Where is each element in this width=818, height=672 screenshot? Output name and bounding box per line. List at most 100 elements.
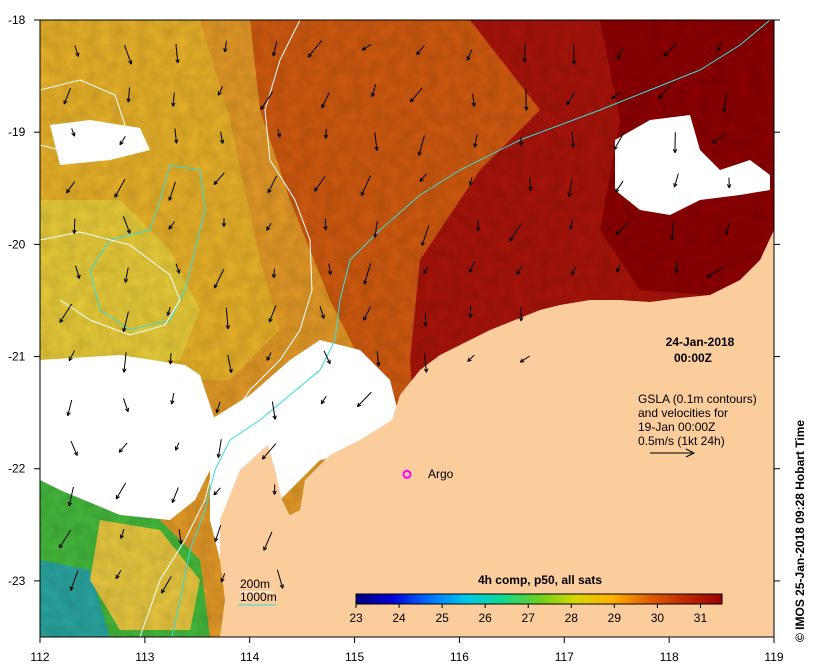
velocity-arrow-icon	[213, 172, 225, 186]
velocity-arrow-icon	[468, 305, 473, 319]
velocity-arrow-icon	[66, 399, 73, 417]
y-axis: -18 -19 -20 -21 -22 -23	[8, 13, 780, 588]
velocity-arrow-icon	[171, 92, 176, 107]
velocity-arrow-icon	[516, 264, 523, 276]
velocity-arrow-icon	[376, 351, 381, 367]
cloud-west	[40, 355, 215, 520]
velocity-arrow-icon	[570, 130, 576, 148]
velocity-arrow-icon	[122, 216, 131, 234]
gsla-note-line1: GSLA (0.1m contours)	[638, 392, 757, 406]
velocity-arrow-icon	[509, 222, 522, 242]
velocity-arrow-icon	[307, 40, 323, 58]
velocity-arrow-icon	[123, 267, 129, 283]
velocity-arrow-icon	[670, 221, 675, 241]
velocity-arrow-icon	[75, 265, 81, 279]
velocity-arrow-icon	[327, 263, 333, 276]
velocity-arrow-icon	[568, 219, 574, 230]
velocity-arrow-icon	[266, 223, 272, 231]
gsla-note-line2: and velocities for	[638, 406, 728, 420]
velocity-arrow-icon	[409, 87, 423, 103]
x-tick-label: 117	[555, 650, 574, 664]
velocity-arrow-icon	[566, 92, 575, 106]
velocity-arrow-icon	[271, 268, 277, 279]
velocity-arrow-icon	[617, 48, 623, 60]
isobath-1000m-seamount	[89, 164, 206, 331]
velocity-arrow-icon	[227, 354, 233, 374]
velocity-arrow-icon	[175, 263, 181, 274]
velocity-arrow-icon	[519, 307, 524, 322]
velocity-arrow-icon	[74, 45, 80, 57]
velocity-arrow-icon	[63, 87, 71, 105]
velocity-arrow-icon	[674, 260, 679, 274]
map-frame	[39, 19, 775, 638]
velocity-arrow-icon	[114, 178, 126, 198]
velocity-arrow-icon	[171, 487, 179, 503]
velocity-arrow-icon	[122, 311, 129, 333]
velocity-arrow-icon	[717, 42, 722, 52]
velocity-arrow-icon	[323, 128, 329, 139]
isobath-200m	[139, 20, 313, 637]
velocity-arrow-icon	[726, 177, 732, 189]
colorbar-tick-label: 28	[565, 611, 579, 625]
colorbar-tick-label: 30	[651, 611, 665, 625]
x-tick-label: 112	[30, 650, 49, 664]
y-tick-label: -22	[8, 462, 26, 476]
velocity-arrow-icon	[67, 486, 74, 507]
isobath-legend-1000m: 1000m	[240, 590, 277, 604]
credit-text: © IMOS 25-Jan-2018 09:28 Hobart Time	[793, 419, 807, 642]
y-tick-label: -19	[8, 125, 26, 139]
velocity-arrow-icon	[71, 128, 76, 137]
velocity-arrow-icon	[374, 132, 379, 151]
velocity-arrow-icon	[161, 576, 172, 594]
velocity-arrow-icon	[220, 573, 226, 583]
velocity-arrow-icon	[476, 220, 481, 232]
velocity-arrow-icon	[522, 43, 527, 63]
velocity-arrow-icon	[272, 484, 277, 495]
colorbar	[355, 593, 723, 605]
velocity-arrow-icon	[119, 136, 126, 146]
velocity-arrow-icon	[468, 177, 473, 186]
scale-arrow-icon	[650, 448, 696, 458]
velocity-arrow-icon	[711, 132, 727, 144]
velocity-arrow-icon	[215, 401, 221, 414]
velocity-arrow-icon	[123, 44, 133, 65]
velocity-arrow-icon	[423, 313, 428, 327]
velocity-arrow-icon	[168, 352, 173, 365]
velocity-arrow-icon	[266, 352, 272, 361]
x-tick-label: 119	[764, 650, 783, 664]
velocity-arrow-icon	[276, 129, 282, 138]
colorbar-tick-label: 23	[349, 611, 363, 625]
velocity-arrow-icon	[722, 92, 728, 113]
velocity-arrow-icon	[571, 266, 577, 276]
velocity-arrow-icon	[319, 306, 325, 319]
y-tick-label: -23	[8, 574, 26, 588]
velocity-arrow-icon	[323, 218, 328, 231]
x-tick-label: 113	[135, 650, 154, 664]
velocity-arrow-icon	[268, 305, 277, 323]
velocity-arrows	[58, 40, 732, 594]
velocity-arrow-icon	[119, 528, 125, 539]
velocity-arrow-icon	[663, 43, 677, 57]
velocity-arrow-icon	[271, 401, 277, 420]
velocity-arrow-icon	[221, 218, 227, 227]
argo-marker-icon	[402, 469, 412, 479]
velocity-arrow-icon	[173, 128, 179, 144]
velocity-arrow-icon	[276, 569, 284, 589]
velocity-arrow-icon	[423, 265, 429, 275]
velocity-arrow-icon	[672, 132, 678, 154]
velocity-arrow-icon	[673, 173, 679, 188]
velocity-arrow-icon	[115, 482, 127, 500]
time-label: 00:00Z	[674, 351, 712, 365]
map-area	[40, 20, 774, 637]
velocity-arrow-icon	[519, 355, 530, 363]
velocity-arrow-icon	[725, 221, 731, 235]
velocity-arrow-icon	[216, 439, 222, 458]
date-label: 24-Jan-2018	[666, 335, 735, 349]
gsla-note-line4: 0.5m/s (1kt 24h)	[638, 434, 725, 448]
velocity-arrow-icon	[468, 261, 476, 274]
colorbar-tick-label: 24	[392, 611, 406, 625]
velocity-arrow-icon	[423, 353, 429, 373]
velocity-arrow-icon	[615, 180, 624, 193]
x-tick-label: 115	[345, 650, 364, 664]
velocity-arrow-icon	[613, 131, 625, 151]
